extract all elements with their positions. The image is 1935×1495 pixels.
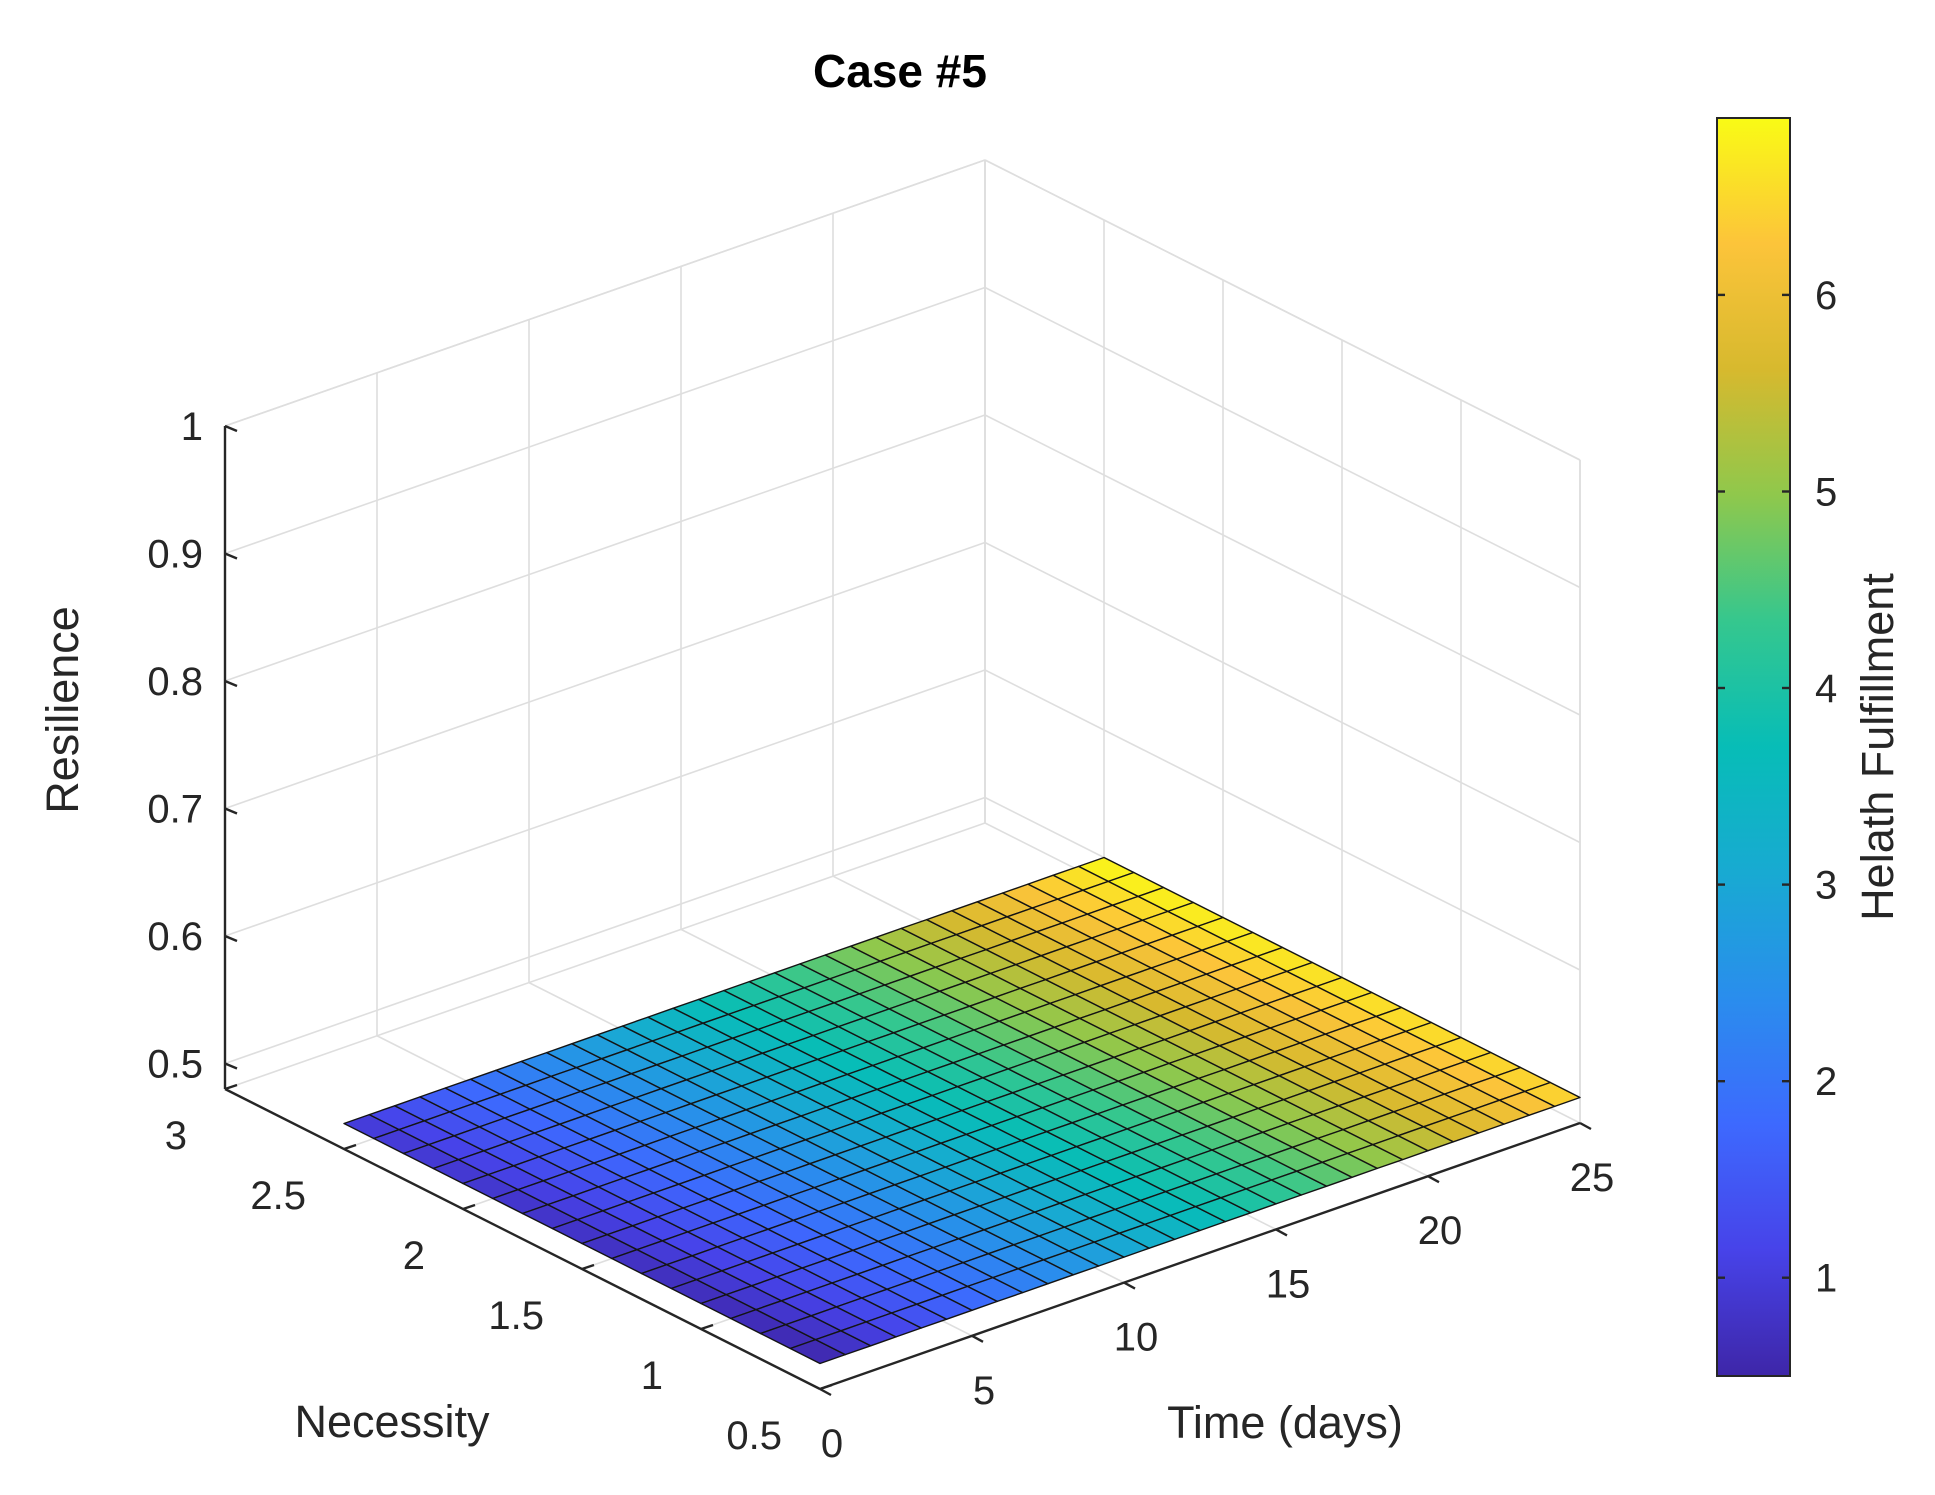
- tick-labels: 0 5 10 15 20 25 0.5 1 1.5 2 2.5 3 0.5 0.6 0.7 0.8 0.9 1: [147, 405, 1614, 1466]
- grid-line: [984, 286, 1581, 589]
- z-tick-label: 0.8: [147, 660, 203, 704]
- axes-layer: [223, 424, 1592, 1397]
- z-tick-label: 0.7: [147, 788, 203, 832]
- x-axis-label: Time (days): [1167, 1397, 1403, 1448]
- z-tick-mark: [224, 679, 238, 688]
- y-tick-mark: [700, 1323, 714, 1331]
- x-tick-label: 20: [1418, 1209, 1463, 1253]
- grid-line: [984, 414, 1581, 716]
- z-tick-label: 1: [181, 405, 203, 449]
- z-tick-label: 0.5: [147, 1043, 203, 1087]
- colorbar-ticks: 1 2 3 4 5 6: [1717, 274, 1837, 1301]
- z-tick-mark: [224, 1062, 238, 1070]
- colorbar-tick-label: 5: [1815, 471, 1837, 515]
- z-tick-label: 0.6: [147, 915, 203, 959]
- y-axis-line: [224, 1087, 821, 1391]
- grid-line: [984, 669, 1581, 971]
- colorbar: 1 2 3 4 5 6 Helath Fulfillment: [1716, 117, 1903, 1377]
- y-tick-label: 1: [641, 1354, 663, 1398]
- x-tick-mark: [819, 1387, 832, 1397]
- x-tick-mark: [1275, 1228, 1288, 1237]
- grid-line: [224, 822, 986, 1090]
- colorbar-tick-label: 6: [1815, 274, 1837, 318]
- z-tick-mark: [224, 552, 238, 560]
- y-tick-mark: [819, 1383, 833, 1391]
- surface-face: [1524, 1081, 1581, 1108]
- z-tick-mark: [224, 934, 238, 943]
- colorbar-label: Helath Fulfillment: [1852, 573, 1903, 921]
- x-tick-label: 15: [1266, 1262, 1311, 1306]
- x-tick-mark: [1123, 1281, 1136, 1290]
- y-tick-label: 3: [165, 1114, 187, 1158]
- y-tick-label: 2: [403, 1234, 425, 1278]
- grid-line: [224, 796, 986, 1065]
- grid-line: [224, 669, 986, 937]
- y-tick-label: 2.5: [250, 1174, 306, 1218]
- colorbar-tick-label: 3: [1815, 864, 1837, 908]
- grid-line: [224, 414, 986, 682]
- y-tick-label: 0.5: [726, 1414, 782, 1458]
- chart-title: Case #5: [813, 45, 987, 97]
- x-tick-mark: [971, 1334, 984, 1343]
- colorbar-tick-label: 4: [1815, 667, 1837, 711]
- grid-line: [224, 541, 986, 810]
- y-axis-label: Necessity: [294, 1396, 490, 1447]
- z-axis-label: Resilience: [37, 606, 88, 814]
- y-tick-mark: [581, 1263, 595, 1271]
- y-tick-mark: [462, 1203, 476, 1211]
- x-tick-mark: [1427, 1175, 1440, 1184]
- x-tick-label: 25: [1570, 1156, 1615, 1200]
- box-edge: [984, 159, 1581, 461]
- colorbar-tick-label: 1: [1815, 1257, 1837, 1301]
- colorbar-tick-label: 2: [1815, 1060, 1837, 1104]
- z-tick-label: 0.9: [147, 533, 203, 577]
- y-tick-mark: [224, 1083, 238, 1091]
- x-axis-line: [819, 1121, 1581, 1391]
- x-tick-label: 5: [973, 1369, 995, 1413]
- x-tick-label: 10: [1114, 1316, 1159, 1360]
- grid-line: [984, 541, 1581, 844]
- x-tick-mark: [1579, 1121, 1592, 1131]
- grid-line: [224, 286, 986, 555]
- y-tick-mark: [343, 1143, 357, 1151]
- y-tick-label: 1.5: [488, 1294, 544, 1338]
- surface-plot: [343, 856, 1581, 1365]
- box-edge: [224, 159, 986, 427]
- x-tick-label: 0: [821, 1422, 843, 1466]
- z-tick-mark: [224, 424, 238, 433]
- colorbar-gradient: [1716, 117, 1791, 1377]
- z-tick-mark: [224, 807, 238, 815]
